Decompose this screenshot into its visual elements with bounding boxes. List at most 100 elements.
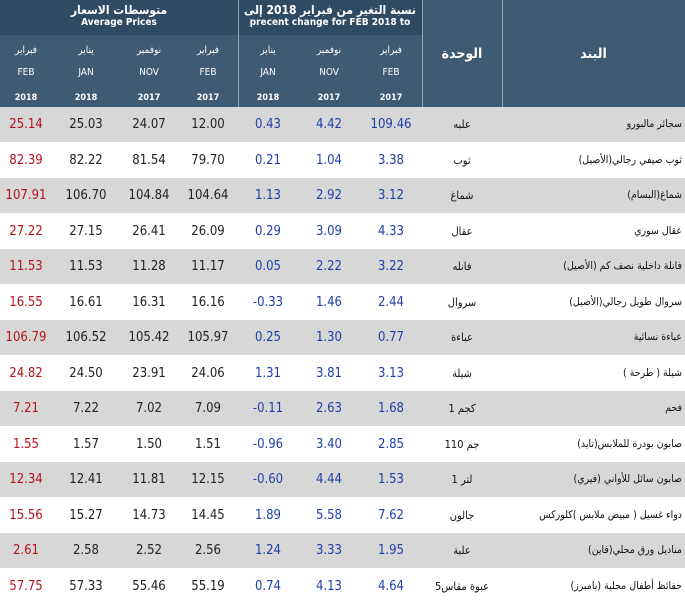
col-header-4: يناير JAN 2018: [238, 35, 298, 107]
col-header-6: فبراير FEB 2017: [360, 35, 422, 107]
value-cell: 15.27: [69, 507, 103, 523]
value-cell: 2.63: [315, 401, 343, 416]
value-cell: 2.22: [315, 259, 343, 274]
value-cell: 1.51: [194, 436, 222, 452]
value-cell: 1.53: [377, 472, 405, 487]
value-cell: 25.03: [69, 117, 103, 132]
table-row: 106.79 106.52 105.42 105.97 0.25 1.30 0.77 عباء…: [0, 320, 685, 355]
value-cell: 2.56: [194, 543, 222, 558]
value-cell: 14.73: [132, 507, 166, 523]
table-row: 12.34 12.41 11.81 12.15 -0.60 4.44 1.53 1 لتر صا…: [0, 462, 685, 497]
avg-prices-title-ar: متوسطات الاسعار: [70, 3, 168, 17]
col-header-3: فبراير FEB 2017: [178, 35, 238, 107]
unit-cell: عباءة: [451, 331, 473, 344]
value-cell: 106.52: [65, 330, 107, 345]
value-cell: 1.31: [254, 365, 282, 381]
unit-cell: علبه: [453, 118, 471, 131]
col-header-1: يناير JAN 2018: [52, 35, 120, 107]
value-cell: 12.00: [191, 117, 225, 132]
value-cell: 27.22: [9, 223, 43, 239]
value-cell: 24.07: [132, 117, 166, 132]
value-cell: 1.57: [72, 436, 100, 452]
table-row: 57.75 57.33 55.46 55.19 0.74 4.13 4.64 عبوة مقا…: [0, 568, 685, 604]
value-cell: 16.31: [132, 294, 166, 310]
value-cell: 26.41: [132, 223, 166, 239]
item-cell: سجائر مالبورو: [626, 118, 682, 130]
col-header-0: فبراير FEB 2018: [0, 35, 52, 107]
value-cell: 3.81: [315, 365, 343, 381]
value-cell: 3.38: [377, 152, 405, 168]
value-cell: 57.75: [9, 578, 43, 594]
unit-cell: جالون: [449, 508, 475, 522]
value-cell: 82.39: [9, 152, 43, 168]
table-row: 107.91 106.70 104.84 104.64 1.13 2.92 3.12 شماغ…: [0, 178, 685, 213]
unit-cell: ثوب: [453, 153, 471, 167]
value-cell: 11.81: [132, 472, 166, 487]
item-cell: دواء غسيل ( مبيض ملابس )كلوركس: [539, 508, 682, 521]
value-cell: 81.54: [132, 152, 166, 168]
header-divider: [238, 0, 239, 107]
item-cell: عباءة نسائية: [633, 331, 682, 343]
value-cell: -0.60: [252, 472, 284, 487]
table-row: 11.53 11.53 11.28 11.17 0.05 2.22 3.22 فانله فان…: [0, 249, 685, 284]
item-cell: شماغ(البسام): [627, 189, 682, 201]
value-cell: 4.64: [377, 578, 405, 594]
col-header-2: نوفمبر NOV 2017: [120, 35, 178, 107]
table-row: 25.14 25.03 24.07 12.00 0.43 4.42 109.46 علبه سج…: [0, 107, 685, 142]
value-cell: 106.79: [5, 330, 47, 345]
value-cell: 105.42: [128, 330, 170, 345]
value-cell: 4.13: [315, 578, 343, 594]
value-cell: -0.33: [252, 294, 284, 310]
value-cell: 1.30: [315, 330, 343, 345]
pct-change-title-ar: نسبة التغير من فبراير 2018 إلى: [244, 3, 416, 17]
value-cell: 11.53: [69, 259, 103, 274]
value-cell: 12.34: [9, 472, 43, 487]
value-cell: 0.77: [377, 330, 405, 345]
value-cell: 1.04: [315, 152, 343, 168]
value-cell: 12.41: [69, 472, 103, 487]
value-cell: 2.61: [12, 543, 40, 558]
table-row: 1.55 1.57 1.50 1.51 -0.96 3.40 2.85 110 جم صابون…: [0, 426, 685, 462]
unit-cell: علبة: [453, 544, 471, 557]
value-cell: 109.46: [370, 117, 412, 132]
unit-cell: عقال: [451, 224, 473, 238]
table-row: 16.55 16.61 16.31 16.16 -0.33 1.46 2.44 سروال سر…: [0, 284, 685, 320]
value-cell: 2.52: [135, 543, 163, 558]
table-row: 7.21 7.22 7.02 7.09 -0.11 2.63 1.68 1 كجم فحم: [0, 391, 685, 426]
item-cell: حفائظ أطفال محلية (بامبرز): [570, 579, 682, 592]
value-cell: 104.84: [128, 188, 170, 203]
value-cell: 2.58: [72, 543, 100, 558]
value-cell: 82.22: [69, 152, 103, 168]
unit-cell: 1 لتر: [451, 473, 473, 486]
value-cell: 3.22: [377, 259, 405, 274]
avg-prices-header: متوسطات الاسعار Average Prices: [0, 0, 238, 35]
value-cell: 1.55: [12, 436, 40, 452]
pct-change-title-en: precent change for FEB 2018 to: [249, 17, 411, 28]
value-cell: 2.92: [315, 188, 343, 203]
value-cell: 7.22: [72, 401, 100, 416]
value-cell: 2.85: [377, 436, 405, 452]
value-cell: 0.43: [254, 117, 282, 132]
header-divider: [422, 0, 423, 107]
item-cell: صابون سائل للأواني (فيري): [573, 473, 682, 485]
unit-cell: سروال: [447, 295, 477, 309]
item-cell: عقال سوري: [634, 224, 682, 237]
value-cell: 12.15: [191, 472, 225, 487]
value-cell: 107.91: [5, 188, 47, 203]
header-divider: [502, 0, 503, 107]
value-cell: 55.19: [191, 578, 225, 594]
item-cell: مناديل ورق محلي(فاين): [588, 544, 682, 556]
value-cell: 7.62: [377, 507, 405, 523]
value-cell: 11.53: [9, 259, 43, 274]
value-cell: 0.25: [254, 330, 282, 345]
item-cell: سروال طويل رجالي(الأصيل): [569, 295, 682, 308]
item-cell: شيلة ( طرحة ): [623, 366, 682, 379]
value-cell: 16.55: [9, 294, 43, 310]
value-cell: 7.21: [12, 401, 40, 416]
value-cell: 1.95: [377, 543, 405, 558]
value-cell: -0.11: [252, 401, 284, 416]
value-cell: 24.82: [9, 365, 43, 381]
unit-cell: 110 جم: [444, 437, 480, 451]
avg-prices-title-en: Average Prices: [81, 17, 157, 28]
